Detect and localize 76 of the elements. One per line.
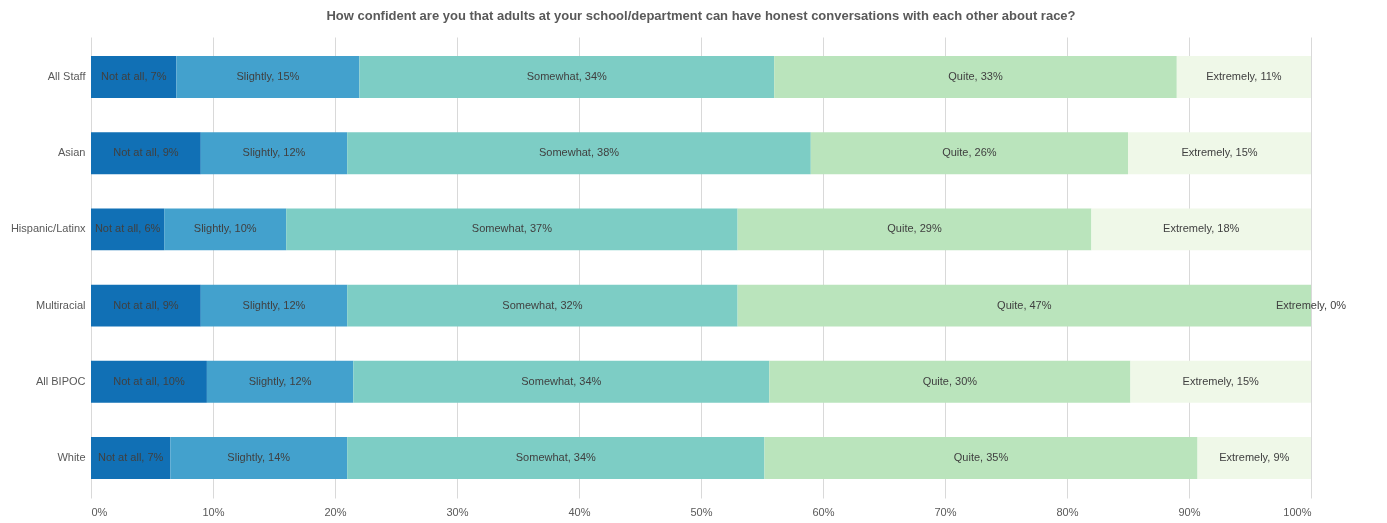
data-label: Somewhat, 32% [502, 298, 583, 311]
y-tick-label: Multiracial [35, 298, 86, 311]
x-tick-label: 30% [446, 505, 469, 518]
data-label: Not at all, 9% [113, 146, 179, 159]
bar [91, 208, 165, 251]
y-tick-label: White [57, 451, 86, 463]
data-label: Quite, 33% [948, 70, 1003, 82]
data-label: Somewhat, 37% [471, 222, 553, 235]
data-label: Extremely, 15% [1182, 374, 1260, 387]
bar [1197, 437, 1311, 479]
bar [91, 132, 201, 175]
bar [1128, 132, 1311, 175]
data-label: Slightly, 12% [248, 374, 312, 387]
data-label: Not at all, 9% [113, 298, 179, 311]
data-label: Extremely, 18% [1163, 222, 1240, 235]
chart-title: How confident are you that adults at your school/department can have honest conversations with each other about race? [326, 8, 1076, 23]
bar [353, 360, 770, 403]
bar [91, 360, 207, 403]
x-tick-label: 60% [812, 505, 835, 518]
y-tick-label: All BIPOC [35, 374, 86, 387]
y-tick-label: Hispanic/Latinx [10, 222, 86, 235]
bar [200, 284, 348, 327]
data-label: Extremely, 0% [1275, 298, 1347, 311]
x-tick-label: 80% [1056, 505, 1079, 518]
bar [359, 56, 775, 98]
x-tick-label: 50% [690, 505, 713, 518]
data-label: Quite, 30% [922, 374, 978, 387]
bar [737, 208, 1092, 251]
data-label: Slightly, 10% [193, 222, 257, 235]
bar [170, 437, 348, 479]
bar [347, 437, 765, 479]
data-label: Not at all, 10% [113, 374, 185, 387]
data-label: Extremely, 15% [1181, 146, 1258, 159]
data-label: Not at all, 7% [100, 70, 167, 82]
x-tick-label: 100% [1283, 505, 1312, 518]
bar [176, 56, 360, 98]
bar [774, 56, 1177, 98]
data-label: Not at all, 7% [97, 451, 164, 463]
data-label: Extremely, 11% [1206, 70, 1282, 82]
bar [200, 132, 348, 175]
bar [347, 284, 738, 327]
bar [810, 132, 1128, 175]
bar [347, 132, 811, 175]
bar [1176, 56, 1311, 98]
y-tick-label: All Staff [47, 70, 87, 82]
bar [164, 208, 287, 251]
x-tick-label: 0% [91, 505, 108, 518]
y-tick-label: Asian [57, 146, 86, 159]
x-tick-label: 70% [934, 505, 957, 518]
data-label: Quite, 26% [942, 146, 997, 159]
data-label: Quite, 47% [997, 298, 1052, 311]
data-label: Slightly, 12% [242, 146, 306, 159]
bar [91, 437, 171, 479]
data-label: Somewhat, 38% [538, 146, 620, 159]
bar [769, 360, 1131, 403]
data-label: Quite, 35% [953, 451, 1009, 463]
bar [1091, 208, 1311, 251]
bar [764, 437, 1198, 479]
data-label: Not at all, 6% [94, 222, 161, 235]
bar [206, 360, 354, 403]
bar [1130, 360, 1311, 403]
data-label: Slightly, 14% [227, 451, 291, 463]
data-label: Quite, 29% [887, 222, 942, 235]
x-tick-label: 90% [1178, 505, 1201, 518]
data-label: Somewhat, 34% [521, 374, 602, 387]
bar [91, 284, 201, 327]
data-label: Somewhat, 34% [515, 451, 597, 463]
data-label: Slightly, 12% [242, 298, 306, 311]
x-tick-label: 10% [202, 505, 225, 518]
x-tick-label: 20% [324, 505, 347, 518]
bar [91, 56, 177, 98]
data-label: Somewhat, 34% [526, 70, 608, 82]
x-tick-label: 40% [568, 505, 591, 518]
data-label: Extremely, 9% [1219, 451, 1290, 463]
data-label: Slightly, 15% [236, 70, 300, 82]
bar [286, 208, 738, 251]
